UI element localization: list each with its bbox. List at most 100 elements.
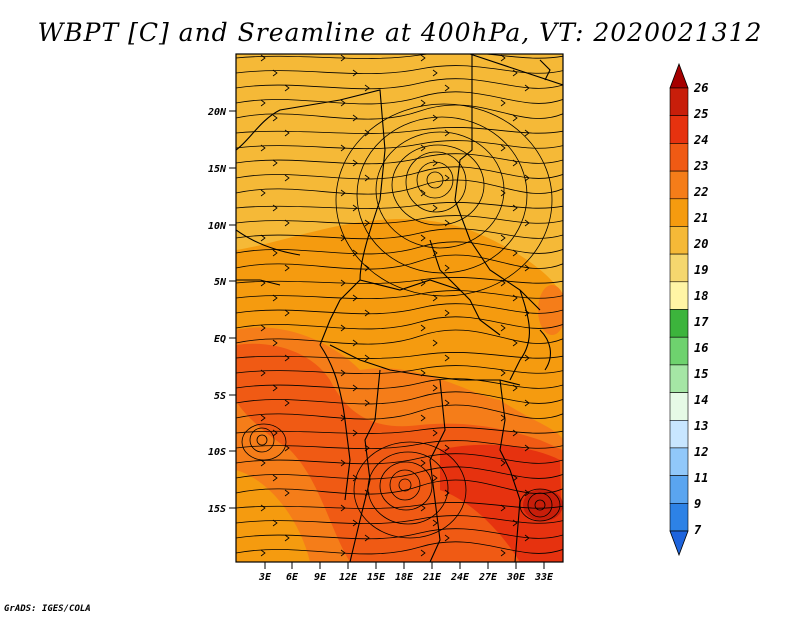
stream-arrow: [432, 519, 438, 527]
streamline: [236, 277, 563, 284]
stream-arrow: [352, 429, 358, 437]
streamline: [236, 104, 563, 120]
stream-arrow: [524, 84, 530, 92]
stream-arrow: [524, 534, 530, 542]
colorbar-label-18: 18: [694, 289, 708, 303]
colorbar-box-23: [669, 143, 689, 172]
stream-arrow: [364, 174, 370, 182]
stream-arrow: [352, 384, 358, 392]
stream-arrow: [512, 429, 518, 437]
colorbar-label-26: 26: [693, 81, 708, 95]
stream-arrow: [444, 309, 450, 317]
stream-arrow: [364, 354, 370, 362]
stream-arrow: [444, 489, 450, 497]
stream-arrow: [284, 309, 290, 317]
stream-arrow: [444, 444, 450, 452]
stream-arrow: [260, 99, 266, 107]
streamline: [236, 166, 563, 180]
colorbar-box-11: [669, 475, 689, 504]
stream-arrow: [272, 69, 278, 77]
streamline: [236, 427, 563, 434]
stream-arrow: [260, 414, 266, 422]
stream-arrow: [364, 534, 370, 542]
stream-arrow: [524, 174, 530, 182]
stream-arrow: [364, 219, 370, 227]
streamline: [236, 54, 563, 59]
stream-arrow: [512, 249, 518, 257]
stream-arrow: [284, 129, 290, 137]
lat-label-10S: 10S: [208, 447, 226, 458]
colorbar-box-15: [669, 364, 689, 393]
lon-label-30E: 30E: [506, 572, 526, 583]
stream-arrow: [260, 369, 266, 377]
stream-arrow: [420, 549, 426, 557]
stream-arrow: [420, 99, 426, 107]
stream-arrow: [524, 129, 530, 137]
stream-arrow: [340, 144, 346, 152]
stream-arrow: [420, 504, 426, 512]
lat-label-5S: 5S: [214, 391, 226, 402]
streamline: [236, 179, 563, 195]
streamline: [236, 391, 563, 405]
stream-arrow: [260, 459, 266, 467]
stream-arrow: [284, 174, 290, 182]
stream-arrow: [352, 69, 358, 77]
colorbar-label-17: 17: [694, 315, 709, 329]
streamline: [236, 378, 563, 390]
stream-arrow: [260, 549, 266, 557]
field-west-band: [236, 470, 310, 562]
colorbar-label-16: 16: [694, 341, 708, 355]
stream-arrow: [444, 354, 450, 362]
stream-arrow: [260, 144, 266, 152]
stream-arrow: [364, 399, 370, 407]
streamline: [236, 303, 563, 315]
stream-arrow: [272, 339, 278, 347]
stream-arrow: [284, 354, 290, 362]
colorbar-box-20: [669, 226, 689, 255]
colorbar-label-23: 23: [693, 159, 708, 173]
streamline: [236, 228, 563, 240]
colorbar: 26 25 24 23 22 21 20 19 18 17 16 15 14 1…: [669, 62, 709, 557]
stream-arrow: [500, 234, 506, 242]
stream-arrow: [284, 84, 290, 92]
stream-arrow: [352, 249, 358, 257]
colorbar-label-12: 12: [694, 445, 708, 459]
streamline: [236, 528, 563, 540]
vortex-west: [241, 423, 287, 461]
streamline: [236, 502, 563, 509]
stream-arrow: [352, 519, 358, 527]
stream-arrow: [272, 519, 278, 527]
stream-arrow: [444, 129, 450, 137]
lon-label-33E: 33E: [534, 572, 554, 583]
stream-arrow: [272, 159, 278, 167]
stream-arrow: [420, 324, 426, 332]
colorbar-box-12: [669, 447, 689, 476]
streamline: [236, 202, 563, 209]
colorbar-label-20: 20: [693, 237, 708, 251]
colorbar-box-9: [669, 502, 689, 532]
stream-arrow: [500, 324, 506, 332]
colorbar-label-21: 21: [693, 211, 708, 225]
colorbar-label-19: 19: [694, 263, 708, 277]
stream-arrow: [272, 474, 278, 482]
colorbar-box-13: [669, 419, 689, 449]
stream-arrow: [432, 429, 438, 437]
colorbar-box-22: [669, 170, 689, 200]
lon-label-6E: 6E: [286, 572, 299, 583]
stream-arrow: [512, 519, 518, 527]
streamline: [236, 65, 563, 75]
streamline: [236, 453, 563, 465]
stream-arrow: [272, 204, 278, 212]
stream-arrow: [284, 489, 290, 497]
stream-arrow: [284, 264, 290, 272]
streamline: [236, 404, 563, 420]
stream-arrow: [432, 114, 438, 122]
colorbar-label-9: 9: [694, 497, 701, 511]
colorbar-box-16: [669, 336, 689, 366]
lat-axis: 20N 15N 10N 5N EQ 5S 10S 15S: [207, 107, 236, 515]
lon-label-18E: 18E: [395, 572, 414, 583]
colorbar-box-19: [669, 253, 689, 283]
stream-arrow: [284, 219, 290, 227]
stream-arrow: [444, 219, 450, 227]
colorbar-bottom-arrow: [669, 530, 689, 557]
